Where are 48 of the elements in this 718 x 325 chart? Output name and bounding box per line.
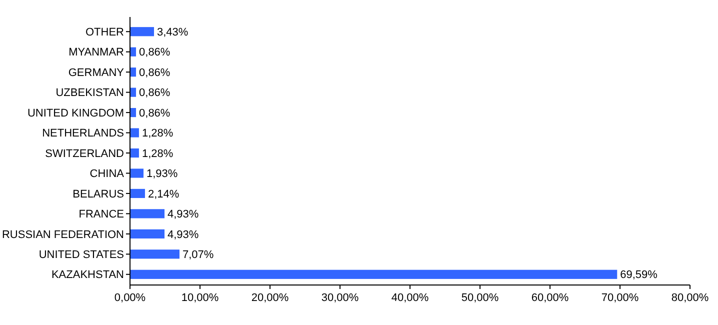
y-tick-label: KAZAKHSTAN	[51, 269, 124, 282]
bar	[130, 148, 139, 158]
y-tick-label: BELARUS	[72, 188, 124, 200]
data-label: 1,93%	[146, 168, 178, 180]
data-label: 0,86%	[139, 87, 170, 100]
bar	[130, 108, 136, 118]
x-tick-label: 0,00%	[114, 292, 146, 304]
bar	[130, 168, 144, 178]
data-label: 4,93%	[168, 208, 199, 221]
x-tick-label: 30,00%	[321, 292, 359, 304]
bar	[130, 68, 136, 77]
data-label: 0,86%	[139, 66, 170, 79]
y-tick-label: GERMANY	[68, 66, 125, 79]
bar	[130, 229, 165, 238]
bar	[130, 88, 136, 97]
bar	[130, 128, 139, 138]
data-label: 4,93%	[168, 228, 199, 241]
y-tick-label: OTHER	[86, 26, 124, 38]
bar	[130, 250, 180, 259]
y-tick-label: UZBEKISTAN	[56, 87, 124, 100]
data-label: 69,59%	[620, 269, 658, 282]
bar	[130, 188, 145, 198]
x-tick-label: 10,00%	[181, 292, 219, 304]
y-tick-label: FRANCE	[78, 208, 124, 221]
data-label: 3,43%	[157, 26, 188, 38]
x-tick-label: 80,00%	[671, 292, 709, 304]
bar	[130, 270, 618, 279]
bar	[130, 209, 165, 218]
y-tick-label: SWITZERLAND	[45, 148, 124, 160]
y-tick-label: CHINA	[90, 168, 125, 180]
x-tick-label: 20,00%	[251, 292, 289, 304]
x-tick-label: 60,00%	[531, 292, 569, 304]
y-tick-label: UNITED STATES	[38, 249, 124, 261]
x-tick-label: 50,00%	[461, 292, 499, 304]
x-tick-label: 40,00%	[391, 292, 429, 304]
data-label: 1,28%	[142, 128, 174, 140]
data-label: 0,86%	[139, 46, 170, 59]
y-tick-label: NETHERLANDS	[42, 128, 124, 140]
x-tick-label: 70,00%	[601, 292, 639, 304]
y-tick-label: UNITED KINGDOM	[27, 107, 124, 120]
y-tick-label: RUSSIAN FEDERATION	[2, 228, 124, 241]
data-label: 0,86%	[139, 107, 170, 120]
data-label: 7,07%	[182, 249, 214, 261]
bar	[130, 47, 136, 56]
y-tick-label: MYANMAR	[68, 46, 124, 59]
data-label: 2,14%	[148, 188, 180, 200]
data-label: 1,28%	[142, 148, 174, 160]
bar	[130, 27, 154, 36]
